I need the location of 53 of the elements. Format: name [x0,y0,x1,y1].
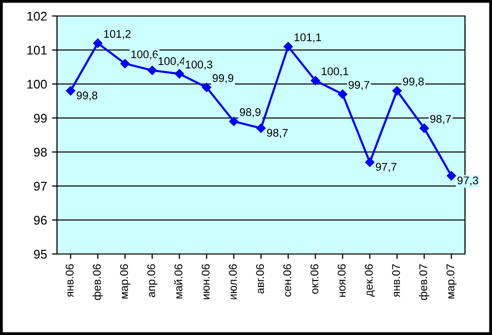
point [256,124,266,133]
data-label: 98,7 [267,128,288,138]
y-tick-label: 101 [27,46,47,55]
point [174,69,184,78]
point [148,66,157,76]
x-tick-label: мар.07 [446,264,457,298]
x-tick-label: июл.06 [228,264,237,300]
x-tick-label: июн.06 [202,264,210,300]
y-tick-label: 98 [34,148,47,157]
x-tick-label: окт.06 [310,264,318,294]
point [446,171,456,180]
data-label: 97,3 [457,176,478,186]
x-tick-label: янв.06 [66,264,74,298]
data-label: 99,9 [212,74,234,84]
point [310,76,320,86]
point [202,82,212,92]
point [66,86,76,96]
point [420,124,429,133]
x-tick-label: сен.06 [283,264,292,297]
point [338,90,348,99]
x-tick-label: апр.06 [147,264,158,298]
data-label: 100,6 [131,50,158,60]
data-label: 100,3 [186,60,212,70]
x-tick-label: дек.06 [364,264,375,297]
x-tick-label: янв.07 [392,264,400,298]
x-tick-label: авг.06 [256,264,264,294]
y-tick-label: 99 [34,114,47,123]
x-tick-label: май.06 [174,264,182,298]
point [93,38,102,48]
y-tick-label: 97 [34,182,47,191]
point [284,42,293,52]
data-label: 99,8 [403,78,424,87]
data-label: 99,7 [348,80,370,90]
y-tick-label: 100 [27,80,47,89]
x-tick-label: фев.07 [419,264,430,300]
point [229,116,238,126]
data-label: 97,7 [376,162,396,172]
data-label: 99,8 [76,91,98,101]
point [120,58,130,68]
y-tick-label: 102 [27,12,47,21]
y-tick-label: 95 [34,250,47,259]
x-tick-label: мар.06 [120,264,130,298]
data-label: 100,1 [322,67,348,77]
data-label: 101,2 [104,30,131,40]
y-tick-label: 96 [34,216,47,225]
x-tick-label: ноя.06 [338,264,346,297]
data-label: 101,1 [294,33,322,43]
data-label: 98,7 [430,114,451,124]
data-label: 100,4 [158,57,186,66]
data-label: 98,9 [240,108,260,118]
x-tick-label: фев.06 [92,264,103,300]
point [392,86,402,96]
point [365,158,374,167]
